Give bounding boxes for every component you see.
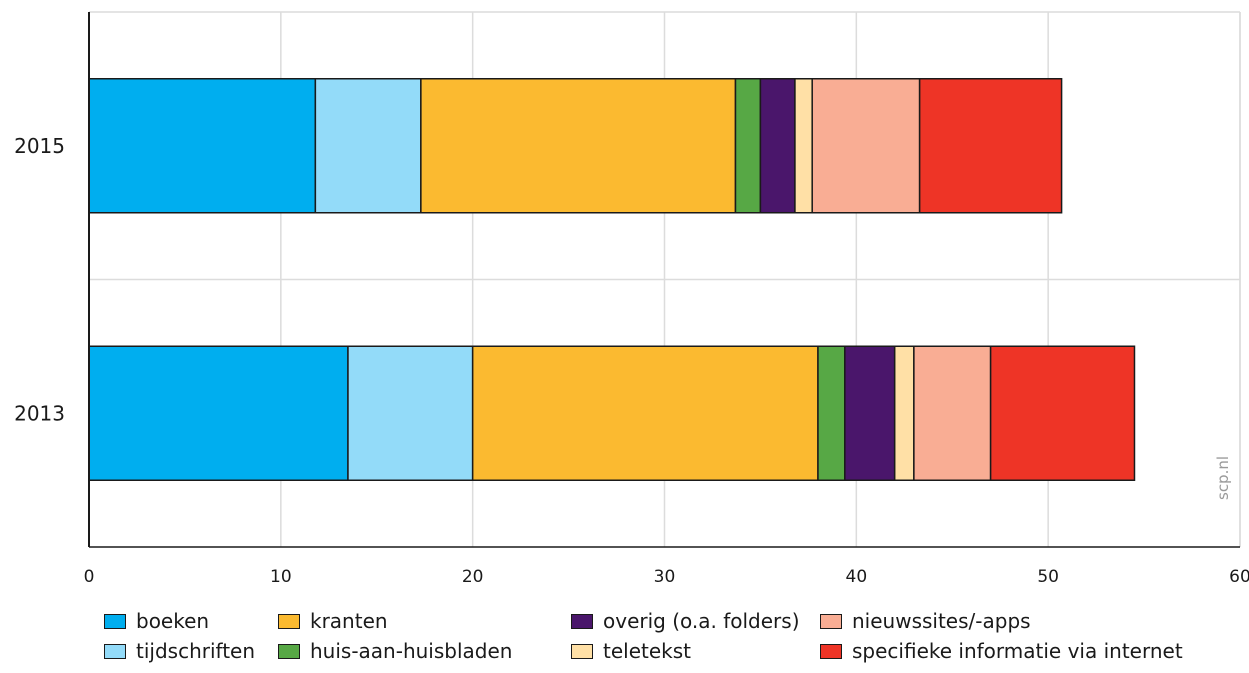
stacked-bar-chart: 0 10 20 30 40 50 60 2015 2013: [14, 11, 1249, 587]
watermark: scp.nl: [1214, 455, 1232, 500]
legend-swatch: [571, 613, 593, 629]
bar-2015-teletekst: [794, 78, 813, 214]
legend-label: tijdschriften: [136, 639, 256, 663]
legend-item-huis-aan-huisbladen: huis-aan-huisbladen: [278, 636, 512, 666]
bars: [88, 78, 1136, 481]
legend-label: kranten: [310, 609, 388, 633]
legend-swatch: [278, 643, 300, 659]
category-label-2015: 2015: [14, 134, 65, 158]
legend-label: overig (o.a. folders): [603, 609, 800, 633]
category-labels: 2015 2013: [14, 134, 65, 426]
legend-swatch: [104, 613, 126, 629]
bar-2015-kranten: [420, 78, 737, 214]
legend-item-tijdschriften: tijdschriften: [104, 636, 255, 666]
x-tick-0: 0: [84, 567, 95, 587]
x-tick-40: 40: [846, 567, 868, 587]
legend-swatch: [820, 613, 842, 629]
legend-swatch: [571, 643, 593, 659]
bar-2013-nieuwssites-apps: [913, 345, 992, 481]
x-tick-20: 20: [462, 567, 484, 587]
bar-2013-specifieke-informatie-via-internet: [989, 345, 1136, 481]
legend-label: nieuwssites/-apps: [852, 609, 1031, 633]
legend-item-nieuwssites-apps: nieuwssites/-apps: [820, 606, 1031, 636]
bar-2015-specifieke-informatie-via-internet: [918, 78, 1063, 214]
bar-2015-huis-aan-huisbladen: [734, 78, 762, 214]
bar-2015-overig-o-a-folders-: [759, 78, 796, 214]
bar-2013-overig-o-a-folders-: [844, 345, 896, 481]
legend-swatch: [104, 643, 126, 659]
legend-item-teletekst: teletekst: [571, 636, 691, 666]
bar-2015-boeken: [88, 78, 317, 214]
bar-2013-tijdschriften: [347, 345, 474, 481]
legend: boeken tijdschriften kranten huis-aan-huisb…: [0, 602, 1249, 673]
legend-swatch: [820, 643, 842, 659]
legend-label: boeken: [136, 609, 210, 633]
x-tick-50: 50: [1037, 567, 1059, 587]
axes: [88, 12, 1240, 548]
legend-swatch: [278, 613, 300, 629]
x-tick-60: 60: [1229, 567, 1249, 587]
bar-2015-nieuwssites-apps: [811, 78, 921, 214]
legend-label: specifieke informatie via internet: [852, 639, 1183, 663]
legend-item-overig-o-a-folders-: overig (o.a. folders): [571, 606, 800, 636]
x-tick-labels: 0 10 20 30 40 50 60: [84, 567, 1249, 587]
category-label-2013: 2013: [14, 401, 65, 425]
bar-2013-teletekst: [893, 345, 915, 481]
legend-item-boeken: boeken: [104, 606, 209, 636]
bar-2013-huis-aan-huisbladen: [817, 345, 846, 481]
legend-item-specifieke-informatie-via-internet: specifieke informatie via internet: [820, 636, 1183, 666]
legend-item-kranten: kranten: [278, 606, 388, 636]
x-tick-30: 30: [654, 567, 676, 587]
bar-2013-kranten: [471, 345, 819, 481]
x-tick-10: 10: [270, 567, 292, 587]
bar-2013-boeken: [88, 345, 349, 481]
legend-label: teletekst: [603, 639, 691, 663]
legend-label: huis-aan-huisbladen: [310, 639, 513, 663]
bar-2015-tijdschriften: [314, 78, 422, 214]
